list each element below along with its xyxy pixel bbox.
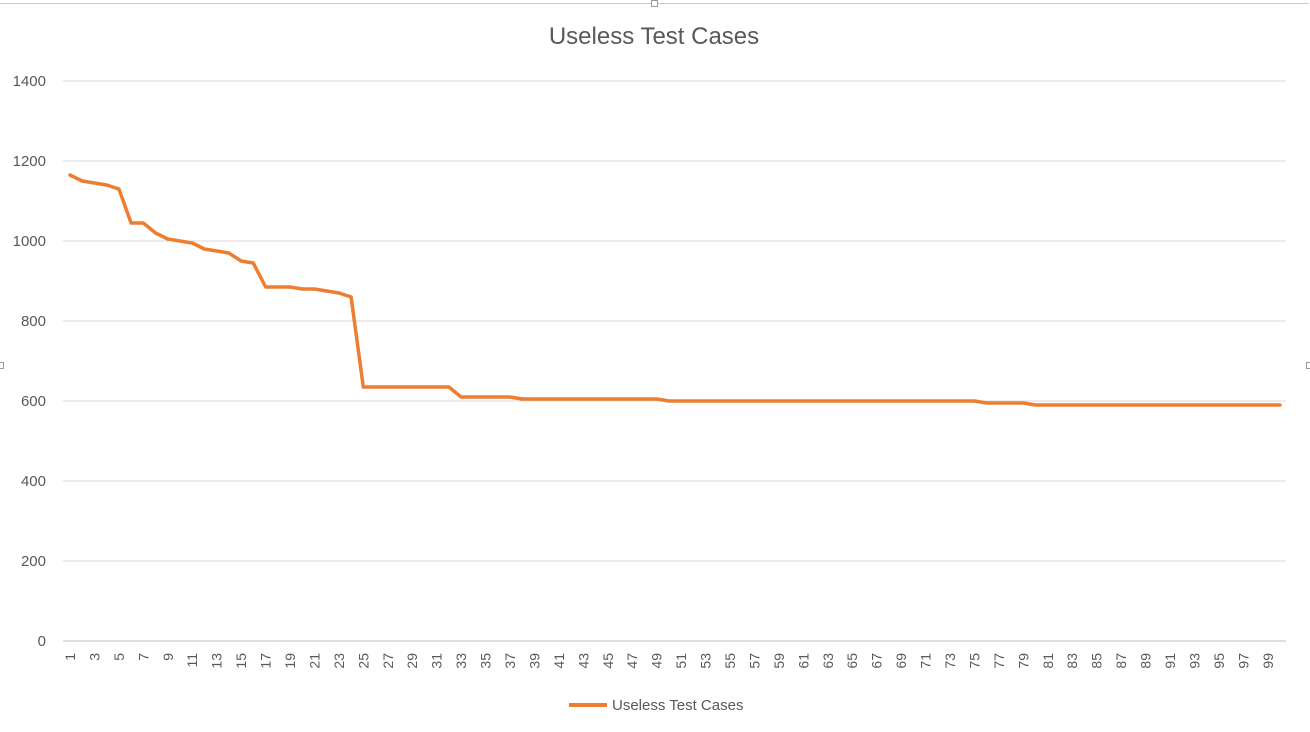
x-tick-label: 17 (258, 653, 274, 669)
x-tick-label: 55 (722, 653, 738, 669)
x-tick-label: 77 (991, 653, 1007, 669)
resize-handle-left[interactable] (0, 362, 4, 369)
x-tick-label: 29 (404, 653, 420, 669)
x-tick-label: 59 (771, 653, 787, 669)
x-tick-label: 27 (380, 653, 396, 669)
y-tick-label: 1000 (13, 233, 46, 250)
x-tick-label: 39 (526, 653, 542, 669)
x-tick-label: 65 (844, 653, 860, 669)
x-tick-label: 69 (893, 653, 909, 669)
x-tick-label: 83 (1064, 653, 1080, 669)
gridlines (63, 80, 1286, 642)
x-tick-label: 45 (600, 653, 616, 669)
x-tick-label: 13 (209, 653, 225, 669)
x-tick-label: 49 (649, 653, 665, 669)
chart-title: Useless Test Cases (549, 23, 759, 50)
x-tick-label: 53 (698, 653, 714, 669)
x-tick-label: 51 (673, 653, 689, 669)
x-tick-label: 63 (820, 653, 836, 669)
x-tick-label: 81 (1040, 653, 1056, 669)
x-tick-label: 47 (624, 653, 640, 669)
y-tick-label: 400 (21, 473, 46, 490)
x-tick-label: 67 (869, 653, 885, 669)
legend: Useless Test Cases (569, 697, 743, 714)
plot-area (68, 173, 1282, 407)
y-tick-label: 0 (38, 633, 46, 650)
y-tick-label: 800 (21, 313, 46, 330)
x-tick-label: 79 (1015, 653, 1031, 669)
x-tick-label: 91 (1162, 653, 1178, 669)
x-tick-label: 99 (1260, 653, 1276, 669)
resize-handle-right[interactable] (1306, 362, 1310, 369)
x-tick-label: 93 (1186, 653, 1202, 669)
x-tick-label: 3 (86, 653, 102, 661)
x-tick-label: 33 (453, 653, 469, 669)
x-tick-label: 25 (355, 653, 371, 669)
x-tick-label: 43 (575, 653, 591, 669)
y-tick-label: 1200 (13, 153, 46, 170)
x-tick-label: 7 (135, 653, 151, 661)
y-axis-ticks: 0 200 400 600 800 1000 1200 1400 (13, 73, 46, 650)
x-tick-label: 95 (1211, 653, 1227, 669)
y-tick-label: 600 (21, 393, 46, 410)
x-tick-label: 1 (62, 653, 78, 661)
resize-handle-top[interactable] (651, 0, 658, 7)
x-tick-label: 9 (160, 653, 176, 661)
x-tick-label: 75 (966, 653, 982, 669)
x-tick-label: 85 (1089, 653, 1105, 669)
series-line (68, 173, 1282, 407)
legend-label: Useless Test Cases (612, 697, 743, 714)
x-tick-label: 21 (306, 653, 322, 669)
x-tick-label: 23 (331, 653, 347, 669)
x-tick-label: 73 (942, 653, 958, 669)
x-axis-ticks: 1 3 5 7 9 11 13 15 17 19 21 23 25 27 29 31 33 35 37 39 41 43 4… (62, 653, 1276, 669)
x-tick-label: 57 (746, 653, 762, 669)
x-tick-label: 97 (1235, 653, 1251, 669)
y-tick-label: 200 (21, 553, 46, 570)
x-tick-label: 35 (478, 653, 494, 669)
x-tick-label: 15 (233, 653, 249, 669)
x-tick-label: 31 (429, 653, 445, 669)
x-tick-label: 89 (1138, 653, 1154, 669)
x-tick-label: 5 (111, 653, 127, 661)
y-tick-label: 1400 (13, 73, 46, 90)
x-tick-label: 71 (918, 653, 934, 669)
x-tick-label: 87 (1113, 653, 1129, 669)
x-tick-label: 41 (551, 653, 567, 669)
x-tick-label: 11 (184, 653, 200, 668)
x-tick-label: 19 (282, 653, 298, 669)
x-tick-label: 37 (502, 653, 518, 669)
x-tick-label: 61 (795, 653, 811, 669)
